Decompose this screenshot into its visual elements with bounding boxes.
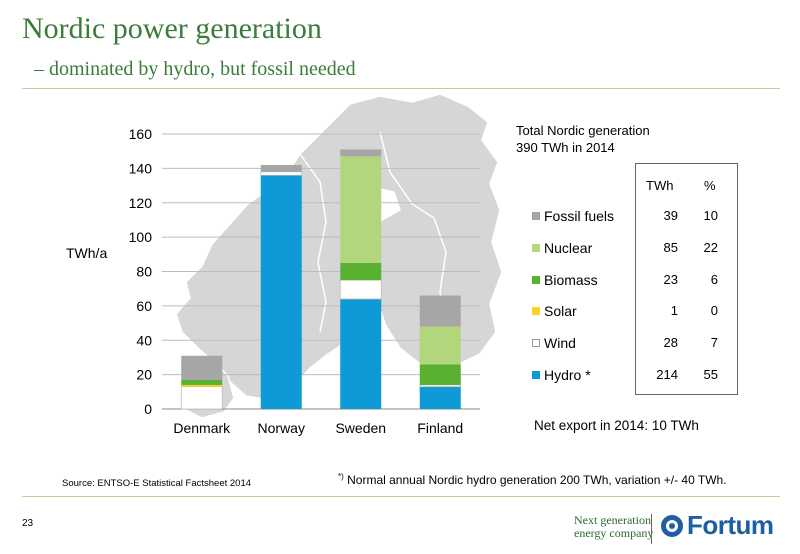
legend-label: Nuclear (544, 239, 593, 256)
page-title: Nordic power generation (22, 12, 322, 45)
y-tick-label: 120 (129, 195, 153, 211)
bar-segment (419, 364, 461, 385)
total-generation-line1: Total Nordic generation (516, 123, 650, 138)
footnote-mark: *) (338, 472, 344, 481)
header-divider (22, 88, 780, 89)
net-export-note: Net export in 2014: 10 TWh (534, 418, 699, 433)
legend-label: Solar (544, 303, 577, 320)
y-tick-label: 100 (129, 229, 153, 245)
legend-swatch (532, 275, 540, 284)
y-axis-label: TWh/a (66, 245, 108, 261)
legend-item: Hydro * (532, 366, 591, 384)
legend-label: Hydro * (544, 367, 591, 383)
summary-percent-value: 0 (710, 303, 718, 319)
y-tick-label: 80 (136, 264, 152, 280)
legend-item: Fossil fuels (532, 207, 614, 225)
summary-percent-value: 10 (703, 208, 718, 223)
logo-separator (651, 514, 652, 544)
y-tick-label: 20 (136, 367, 152, 383)
bar-segment (419, 326, 461, 365)
y-tick-label: 0 (144, 401, 152, 417)
fortum-logo-text: Fortum (687, 510, 774, 540)
bar-segment (260, 175, 302, 409)
footer-divider (22, 496, 780, 497)
page-number: 23 (22, 518, 34, 529)
legend-item: Biomass (532, 271, 598, 289)
source-note: Source: ENTSO-E Statistical Factsheet 20… (62, 478, 252, 489)
bar-segment (419, 386, 461, 409)
fortum-logo-icon (661, 514, 683, 537)
bar-segment (181, 384, 223, 387)
bar-segment (340, 156, 382, 263)
legend-label: Biomass (544, 271, 598, 288)
legend-swatch (532, 339, 540, 348)
fortum-logo: Fortum (660, 510, 774, 541)
bar-segment (419, 384, 462, 388)
bar-segment (260, 164, 302, 172)
x-tick-label: Norway (258, 420, 305, 436)
legend-swatch (532, 212, 540, 220)
summary-table-frame (635, 163, 738, 395)
summary-percent-value: 6 (710, 271, 718, 287)
summary-twh-value: 214 (656, 367, 678, 382)
x-tick-label: Denmark (173, 420, 231, 436)
tagline-line2: energy company (574, 526, 654, 540)
bar-segment (340, 299, 382, 409)
legend-label: Wind (544, 335, 576, 352)
bar-segment (181, 379, 223, 385)
bar-segment (260, 171, 303, 176)
summary-twh-value: 23 (663, 271, 678, 287)
bar-segment (181, 355, 223, 380)
summary-percent-value: 55 (703, 367, 718, 382)
y-tick-label: 160 (129, 126, 153, 142)
legend-swatch (532, 307, 540, 316)
legend-item: Solar (532, 302, 577, 320)
company-tagline: Next generation energy company (574, 514, 653, 540)
hydro-footnote: *) Normal annual Nordic hydro generation… (338, 472, 727, 487)
page-subtitle: – dominated by hydro, but fossil needed (34, 58, 356, 80)
legend-item: Wind (532, 334, 576, 352)
y-tick-label: 60 (136, 298, 152, 314)
y-tick-label: 140 (129, 160, 153, 176)
summary-percent-value: 7 (710, 335, 718, 351)
bar-segment (340, 262, 382, 281)
summary-twh-value: 1 (670, 303, 678, 319)
tagline-line1: Next generation (574, 513, 651, 527)
summary-twh-value: 39 (663, 208, 678, 223)
bar-segment (180, 386, 223, 410)
total-generation-heading: Total Nordic generation 390 TWh in 2014 (516, 122, 650, 156)
legend-label: Fossil fuels (544, 208, 615, 224)
summary-twh-value: 28 (663, 335, 678, 351)
x-tick-label: Sweden (335, 420, 386, 436)
bar-segment (419, 295, 461, 327)
total-generation-line2: 390 TWh in 2014 (516, 140, 615, 155)
x-tick-label: Finland (417, 420, 463, 436)
legend-swatch (532, 371, 540, 379)
legend-item: Nuclear (532, 239, 592, 257)
y-tick-label: 40 (136, 332, 152, 348)
column-header-twh: TWh (646, 178, 674, 193)
column-header-percent: % (704, 178, 716, 193)
footnote-text: Normal annual Nordic hydro generation 20… (343, 473, 727, 487)
legend-swatch (532, 243, 540, 252)
summary-percent-value: 22 (703, 239, 718, 255)
bar-segment (339, 279, 382, 300)
bar-segment (340, 149, 382, 157)
summary-twh-value: 85 (663, 239, 678, 255)
